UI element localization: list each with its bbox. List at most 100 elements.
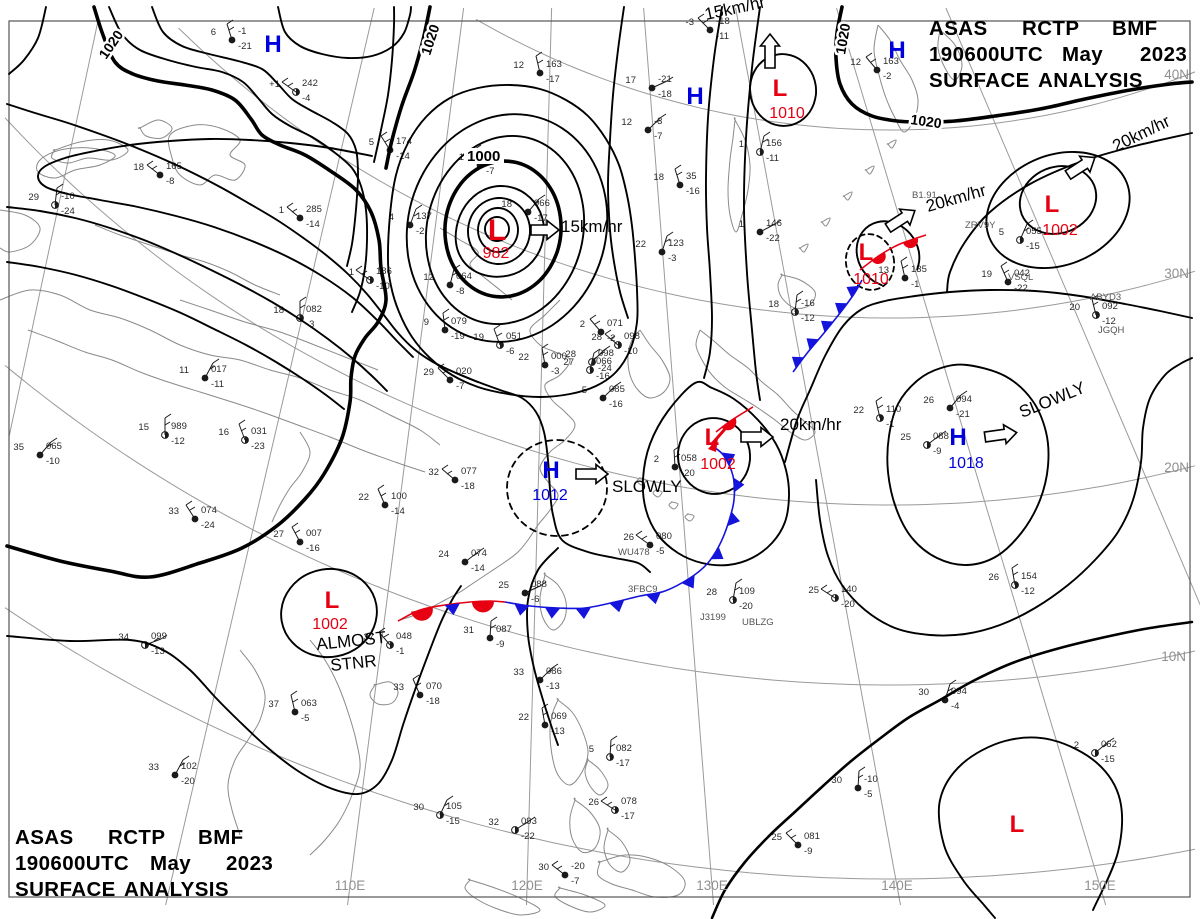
svg-text:H: H (542, 457, 559, 484)
svg-text:-24: -24 (598, 363, 612, 374)
svg-text:24: 24 (438, 549, 449, 560)
svg-text:-10: -10 (46, 456, 60, 467)
svg-text:-20: -20 (739, 601, 753, 612)
svg-text:28: 28 (591, 332, 602, 343)
svg-text:135: 135 (911, 264, 927, 275)
svg-text:25: 25 (900, 432, 911, 443)
svg-text:-22: -22 (766, 233, 780, 244)
svg-text:-23: -23 (251, 441, 265, 452)
svg-text:-15: -15 (1026, 241, 1040, 252)
svg-text:15km/hr: 15km/hr (561, 217, 623, 236)
svg-text:2: 2 (580, 319, 585, 330)
svg-text:-11: -11 (766, 153, 779, 164)
svg-text:074: 074 (201, 505, 217, 516)
svg-text:-15: -15 (446, 816, 460, 827)
svg-text:-1: -1 (911, 279, 919, 290)
svg-text:-16: -16 (609, 399, 623, 410)
svg-text:079: 079 (451, 316, 467, 327)
svg-text:000: 000 (551, 351, 567, 362)
svg-text:ZRV9Y: ZRV9Y (965, 220, 996, 231)
svg-text:088: 088 (933, 431, 949, 442)
svg-text:063: 063 (301, 698, 317, 709)
svg-text:10N: 10N (1161, 649, 1186, 664)
svg-text:L: L (1010, 811, 1025, 838)
svg-text:123: 123 (668, 238, 684, 249)
svg-text:ASAS: ASAS (929, 17, 988, 40)
svg-text:137: 137 (416, 211, 432, 222)
svg-text:18: 18 (273, 305, 284, 316)
svg-text:12: 12 (621, 117, 632, 128)
svg-text:22: 22 (358, 492, 369, 503)
svg-text:-17: -17 (534, 213, 548, 224)
svg-text:-3: -3 (551, 366, 559, 377)
svg-text:-14: -14 (391, 506, 405, 517)
svg-text:33: 33 (168, 506, 179, 517)
svg-text:1012: 1012 (532, 487, 568, 504)
svg-text:190600UTC: 190600UTC (15, 852, 129, 875)
svg-text:30: 30 (538, 862, 549, 873)
svg-text:-15: -15 (1101, 754, 1115, 765)
svg-text:1: 1 (739, 219, 744, 230)
svg-text:-21: -21 (238, 41, 252, 52)
svg-text:-11: -11 (716, 31, 729, 42)
svg-text:1018: 1018 (948, 455, 984, 472)
svg-text:-9: -9 (496, 639, 504, 650)
svg-text:12: 12 (513, 60, 524, 71)
svg-text:080: 080 (656, 531, 672, 542)
svg-text:-12: -12 (801, 313, 815, 324)
svg-text:081: 081 (804, 831, 820, 842)
svg-text:094: 094 (956, 394, 972, 405)
svg-text:074: 074 (471, 548, 487, 559)
svg-text:2: 2 (1074, 740, 1079, 751)
svg-text:-7: -7 (486, 166, 494, 177)
svg-text:-21: -21 (658, 74, 672, 85)
svg-text:26: 26 (923, 395, 934, 406)
svg-text:-6: -6 (506, 346, 514, 357)
svg-text:-1: -1 (396, 646, 404, 657)
svg-text:-2: -2 (416, 226, 424, 237)
svg-text:5: 5 (589, 744, 594, 755)
svg-text:35: 35 (13, 442, 24, 453)
svg-text:-5: -5 (656, 546, 664, 557)
svg-text:989: 989 (171, 421, 187, 432)
svg-text:ABYD3: ABYD3 (1090, 292, 1121, 303)
svg-text:1: 1 (349, 267, 354, 278)
svg-text:031: 031 (251, 426, 267, 437)
svg-text:150E: 150E (1084, 878, 1116, 893)
svg-text:1002: 1002 (1042, 222, 1078, 239)
svg-text:22: 22 (518, 352, 529, 363)
svg-text:18: 18 (501, 199, 512, 210)
svg-text:H: H (949, 424, 966, 451)
svg-text:16: 16 (218, 427, 229, 438)
svg-text:-12: -12 (171, 436, 185, 447)
svg-text:-5: -5 (864, 789, 872, 800)
svg-text:-1: -1 (238, 26, 246, 37)
svg-text:May: May (1062, 43, 1103, 66)
svg-text:35: 35 (686, 171, 697, 182)
svg-text:154: 154 (1021, 571, 1037, 582)
svg-text:RCTP: RCTP (108, 826, 165, 849)
svg-text:32: 32 (428, 467, 439, 478)
svg-text:22: 22 (635, 239, 646, 250)
svg-text:-21: -21 (956, 409, 970, 420)
svg-text:29: 29 (28, 192, 39, 203)
svg-text:25: 25 (771, 832, 782, 843)
svg-text:174: 174 (396, 136, 412, 147)
svg-text:-11: -11 (211, 379, 224, 390)
svg-text:3FBC9: 3FBC9 (628, 584, 658, 595)
svg-text:-7: -7 (456, 381, 464, 392)
svg-text:RCTP: RCTP (1022, 17, 1079, 40)
svg-text:26: 26 (588, 797, 599, 808)
svg-text:-16: -16 (596, 371, 610, 382)
svg-text:055: 055 (1026, 226, 1042, 237)
svg-text:18: 18 (653, 172, 664, 183)
svg-text:048: 048 (396, 631, 412, 642)
svg-text:2: 2 (654, 454, 659, 465)
svg-text:1010: 1010 (769, 105, 805, 122)
svg-text:33: 33 (393, 682, 404, 693)
svg-text:105: 105 (446, 801, 462, 812)
svg-text:156: 156 (766, 138, 782, 149)
svg-text:-8: -8 (456, 286, 464, 297)
svg-text:140: 140 (841, 584, 857, 595)
svg-text:18: 18 (133, 162, 144, 173)
